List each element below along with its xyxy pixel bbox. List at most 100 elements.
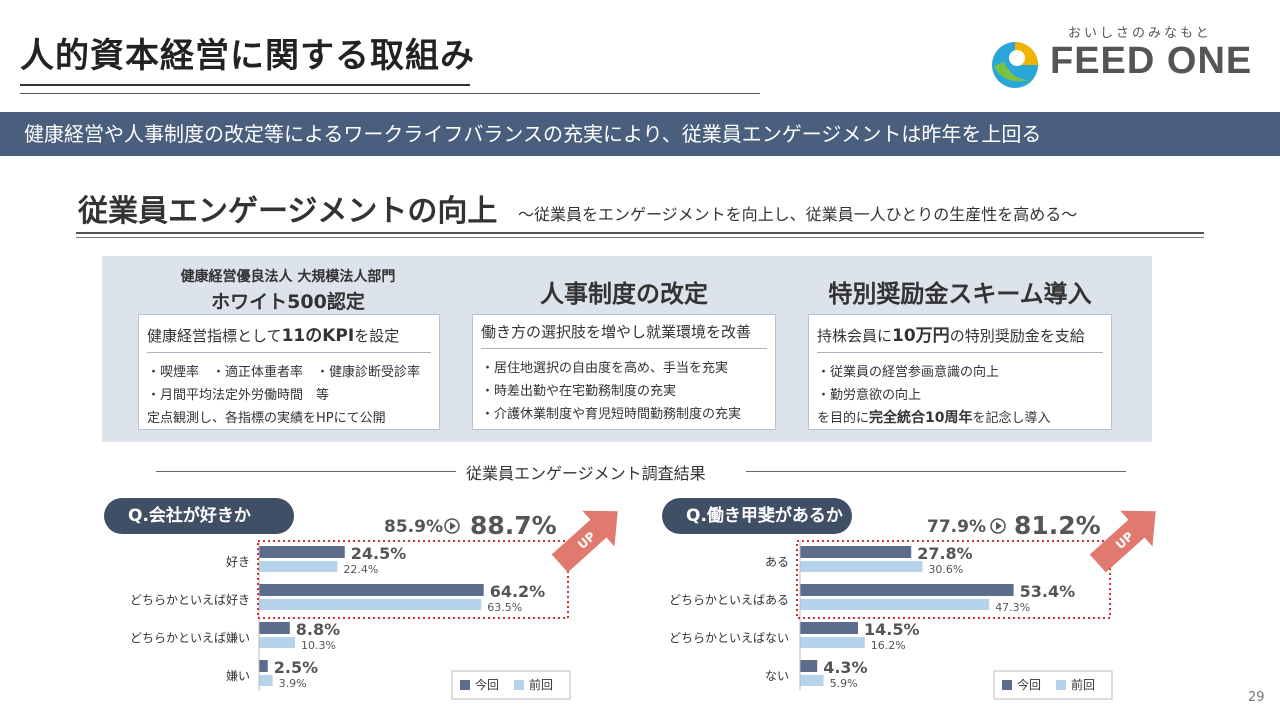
company-logo: おいしさのみなもと FEED ONE [988,20,1258,90]
legend-box [451,670,571,700]
initiatives-panel: 健康経営優良法人 大規模法人部門 ホワイト500認定 健康経営指標として11のK… [102,256,1152,442]
question-badge-worth-working: Q.働き甲斐があるか [662,498,852,534]
play-arrow-glyph [450,522,456,530]
data-label-previous: 30.6% [928,563,963,576]
up-arrow-icon: UP [551,510,618,573]
category-label: ある [765,555,789,569]
legend-label-previous: 前回 [1071,677,1095,692]
legend-box [993,670,1113,700]
bar-previous [259,599,482,610]
data-label-previous: 47.3% [995,601,1030,614]
list-item: ・従業員の経営参画意識の向上 [817,365,1000,380]
data-label-current: 27.8% [917,544,973,563]
title-underline [20,84,470,86]
section-rule [76,232,1204,234]
data-label-previous: 5.9% [830,677,858,690]
category-label: どちらかといえばない [669,631,789,645]
summary-previous: 85.9% [384,517,443,537]
column-incentive-box: 持株会員に10万円の特別奨励金を支給 ・従業員の経営参画意識の向上 ・勤労意欲の… [808,314,1112,430]
list-item: ・喫煙率 ・適正体重者率 ・健康診断受診率 [147,365,421,380]
data-label-current: 4.3% [823,658,867,677]
column-hr-title: 人事制度の改定 [540,280,708,308]
column-hr-box: 働き方の選択肢を増やし就業環境を改善 ・居住地選択の自由度を高め、手当を充実 ・… [472,314,776,430]
bar-current [800,584,1014,596]
bar-current [800,622,858,634]
bar-previous [800,599,990,610]
list-item: ・介護休業制度や育児短時間勤務制度の充実 [481,407,742,422]
highlight-box [796,540,1111,619]
data-label-previous: 3.9% [279,677,307,690]
legend-label-current: 今回 [1017,677,1041,692]
page-title: 人的資本経営に関する取組み [20,36,475,76]
highlight-box [257,540,569,619]
summary-previous: 77.9% [927,517,986,537]
survey-title-rule-left [156,471,456,472]
list-item: ・時差出勤や在宅勤務制度の充実 [481,384,677,399]
section-rule-secondary [76,237,1204,238]
bar-current [259,546,345,558]
column-lead: 持株会員に10万円の特別奨励金を支給 [817,321,1103,353]
legend-label-previous: 前回 [529,677,553,692]
play-arrow-glyph [996,522,1002,530]
page-number: 29 [1248,690,1265,705]
summary-current: 88.7% [470,511,557,540]
list-item: ・居住地選択の自由度を高め、手当を充実 [481,361,729,376]
legend-swatch-previous [1056,680,1066,690]
data-label-previous: 16.2% [871,639,906,652]
survey-title-rule-right [746,471,1126,472]
list-item: ・月間平均法定外労働時間 等 [147,388,330,403]
column-lead: 健康経営指標として11のKPIを設定 [147,321,431,353]
column-white500-box: 健康経営指標として11のKPIを設定 ・喫煙率 ・適正体重者率 ・健康診断受診率… [138,314,440,430]
bar-previous [800,561,923,572]
bar-previous [259,675,273,686]
data-label-previous: 10.3% [301,639,336,652]
category-label: どちらかといえばある [669,593,789,607]
column-lead: 働き方の選択肢を増やし就業環境を改善 [481,321,767,349]
section-title: 従業員エンゲージメントの向上 [78,194,498,229]
data-label-previous: 22.4% [343,563,378,576]
bar-current [259,622,290,634]
column-title: ホワイト500認定 [211,291,365,313]
category-label: 嫌い [226,669,250,683]
survey-title: 従業員エンゲージメント調査結果 [466,464,706,483]
list-item: 定点観測し、各指標の実績をHPにて公開 [147,411,386,426]
legend-label-current: 今回 [475,677,499,692]
legend-swatch-current [1002,680,1012,690]
column-incentive-title: 特別奨励金スキーム導入 [828,280,1092,308]
bar-previous [259,561,338,572]
summary-banner: 健康経営や人事制度の改定等によるワークライフバランスの充実により、従業員エンゲー… [0,112,1280,156]
bar-previous [259,637,296,648]
up-arrow-icon: UP [1089,510,1156,573]
list-item: ・勤労意欲の向上 [817,388,922,403]
category-label: 好き [226,555,250,569]
summary-current: 81.2% [1014,511,1101,540]
legend-swatch-previous [514,680,524,690]
data-label-current: 2.5% [274,658,318,677]
bar-previous [800,675,824,686]
logo-mark-icon [992,42,1038,88]
bar-previous [800,637,865,648]
logo-text: FEED ONE [1050,40,1253,82]
play-arrow-icon [444,518,460,534]
legend-swatch-current [460,680,470,690]
list-item: を目的に完全統合10周年を記念し導入 [817,410,1051,426]
question-badge-like-company: Q.会社が好きか [104,498,294,534]
data-label-current: 53.4% [1020,582,1076,601]
bar-current [259,584,484,596]
data-label-current: 24.5% [351,544,407,563]
column-white500-title: 健康経営優良法人 大規模法人部門 ホワイト500認定 [138,266,438,314]
category-label: どちらかといえば好き [130,593,250,607]
data-label-current: 64.2% [490,582,546,601]
column-title-small: 健康経営優良法人 大規模法人部門 [180,269,396,285]
data-label-current: 8.8% [296,620,340,639]
bar-current [800,660,818,672]
section-subtitle: ～従業員をエンゲージメントを向上し、従業員一人ひとりの生産性を高める～ [518,205,1078,224]
bar-current [800,546,912,558]
bar-current [259,660,268,672]
data-label-current: 14.5% [864,620,920,639]
play-arrow-icon [990,518,1006,534]
logo-tagline: おいしさのみなもと [1068,26,1212,41]
data-label-previous: 63.5% [487,601,522,614]
category-label: ない [765,669,789,683]
